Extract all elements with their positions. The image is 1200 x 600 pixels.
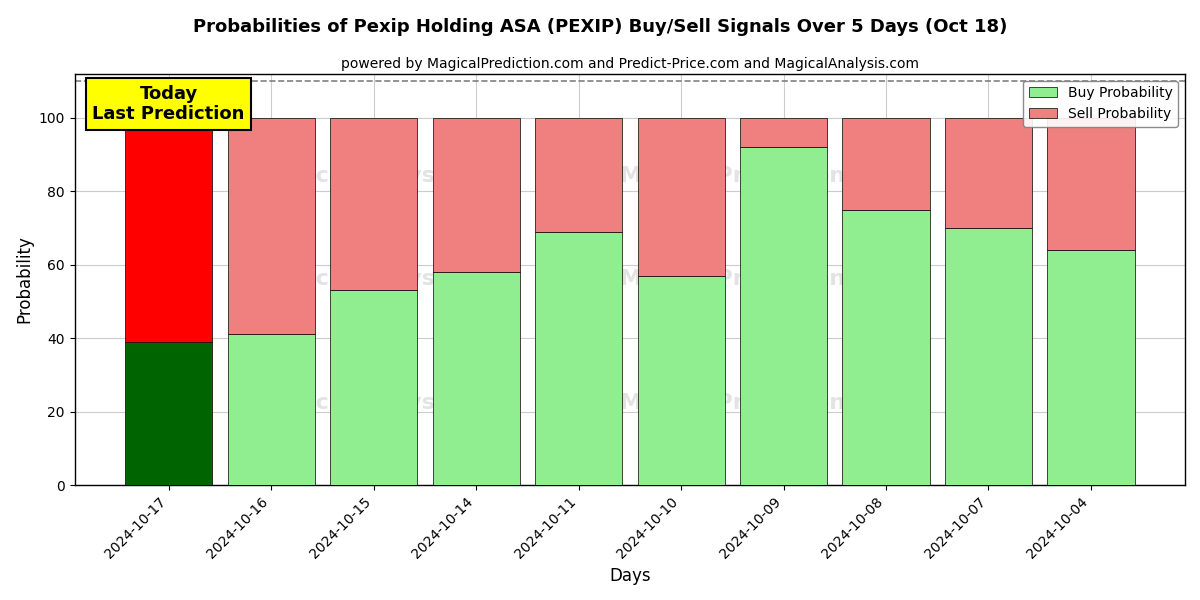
Bar [842,209,930,485]
Text: Today
Last Prediction: Today Last Prediction [92,85,245,124]
Bar [125,342,212,485]
Bar [330,118,418,290]
Bar [228,118,314,334]
Bar [637,275,725,485]
Text: Probabilities of Pexip Holding ASA (PEXIP) Buy/Sell Signals Over 5 Days (Oct 18): Probabilities of Pexip Holding ASA (PEXI… [193,18,1007,36]
Text: MagicalAnalysis.com: MagicalAnalysis.com [254,166,516,187]
X-axis label: Days: Days [610,567,650,585]
Bar [432,118,520,272]
Bar [1048,118,1134,250]
Text: MagicalPrediction.com: MagicalPrediction.com [620,166,906,187]
Text: MagicalAnalysis.com: MagicalAnalysis.com [254,393,516,413]
Bar [637,118,725,275]
Title: powered by MagicalPrediction.com and Predict-Price.com and MagicalAnalysis.com: powered by MagicalPrediction.com and Pre… [341,57,919,71]
Text: MagicalPrediction.com: MagicalPrediction.com [620,393,906,413]
Bar [432,272,520,485]
Bar [740,118,827,147]
Text: MagicalAnalysis.com: MagicalAnalysis.com [254,269,516,289]
Bar [944,118,1032,228]
Bar [740,147,827,485]
Bar [535,232,622,485]
Text: MagicalPrediction.com: MagicalPrediction.com [620,269,906,289]
Bar [330,290,418,485]
Bar [125,118,212,342]
Y-axis label: Probability: Probability [16,235,34,323]
Legend: Buy Probability, Sell Probability: Buy Probability, Sell Probability [1024,80,1178,127]
Bar [535,118,622,232]
Bar [1048,250,1134,485]
Bar [228,334,314,485]
Bar [842,118,930,209]
Bar [944,228,1032,485]
